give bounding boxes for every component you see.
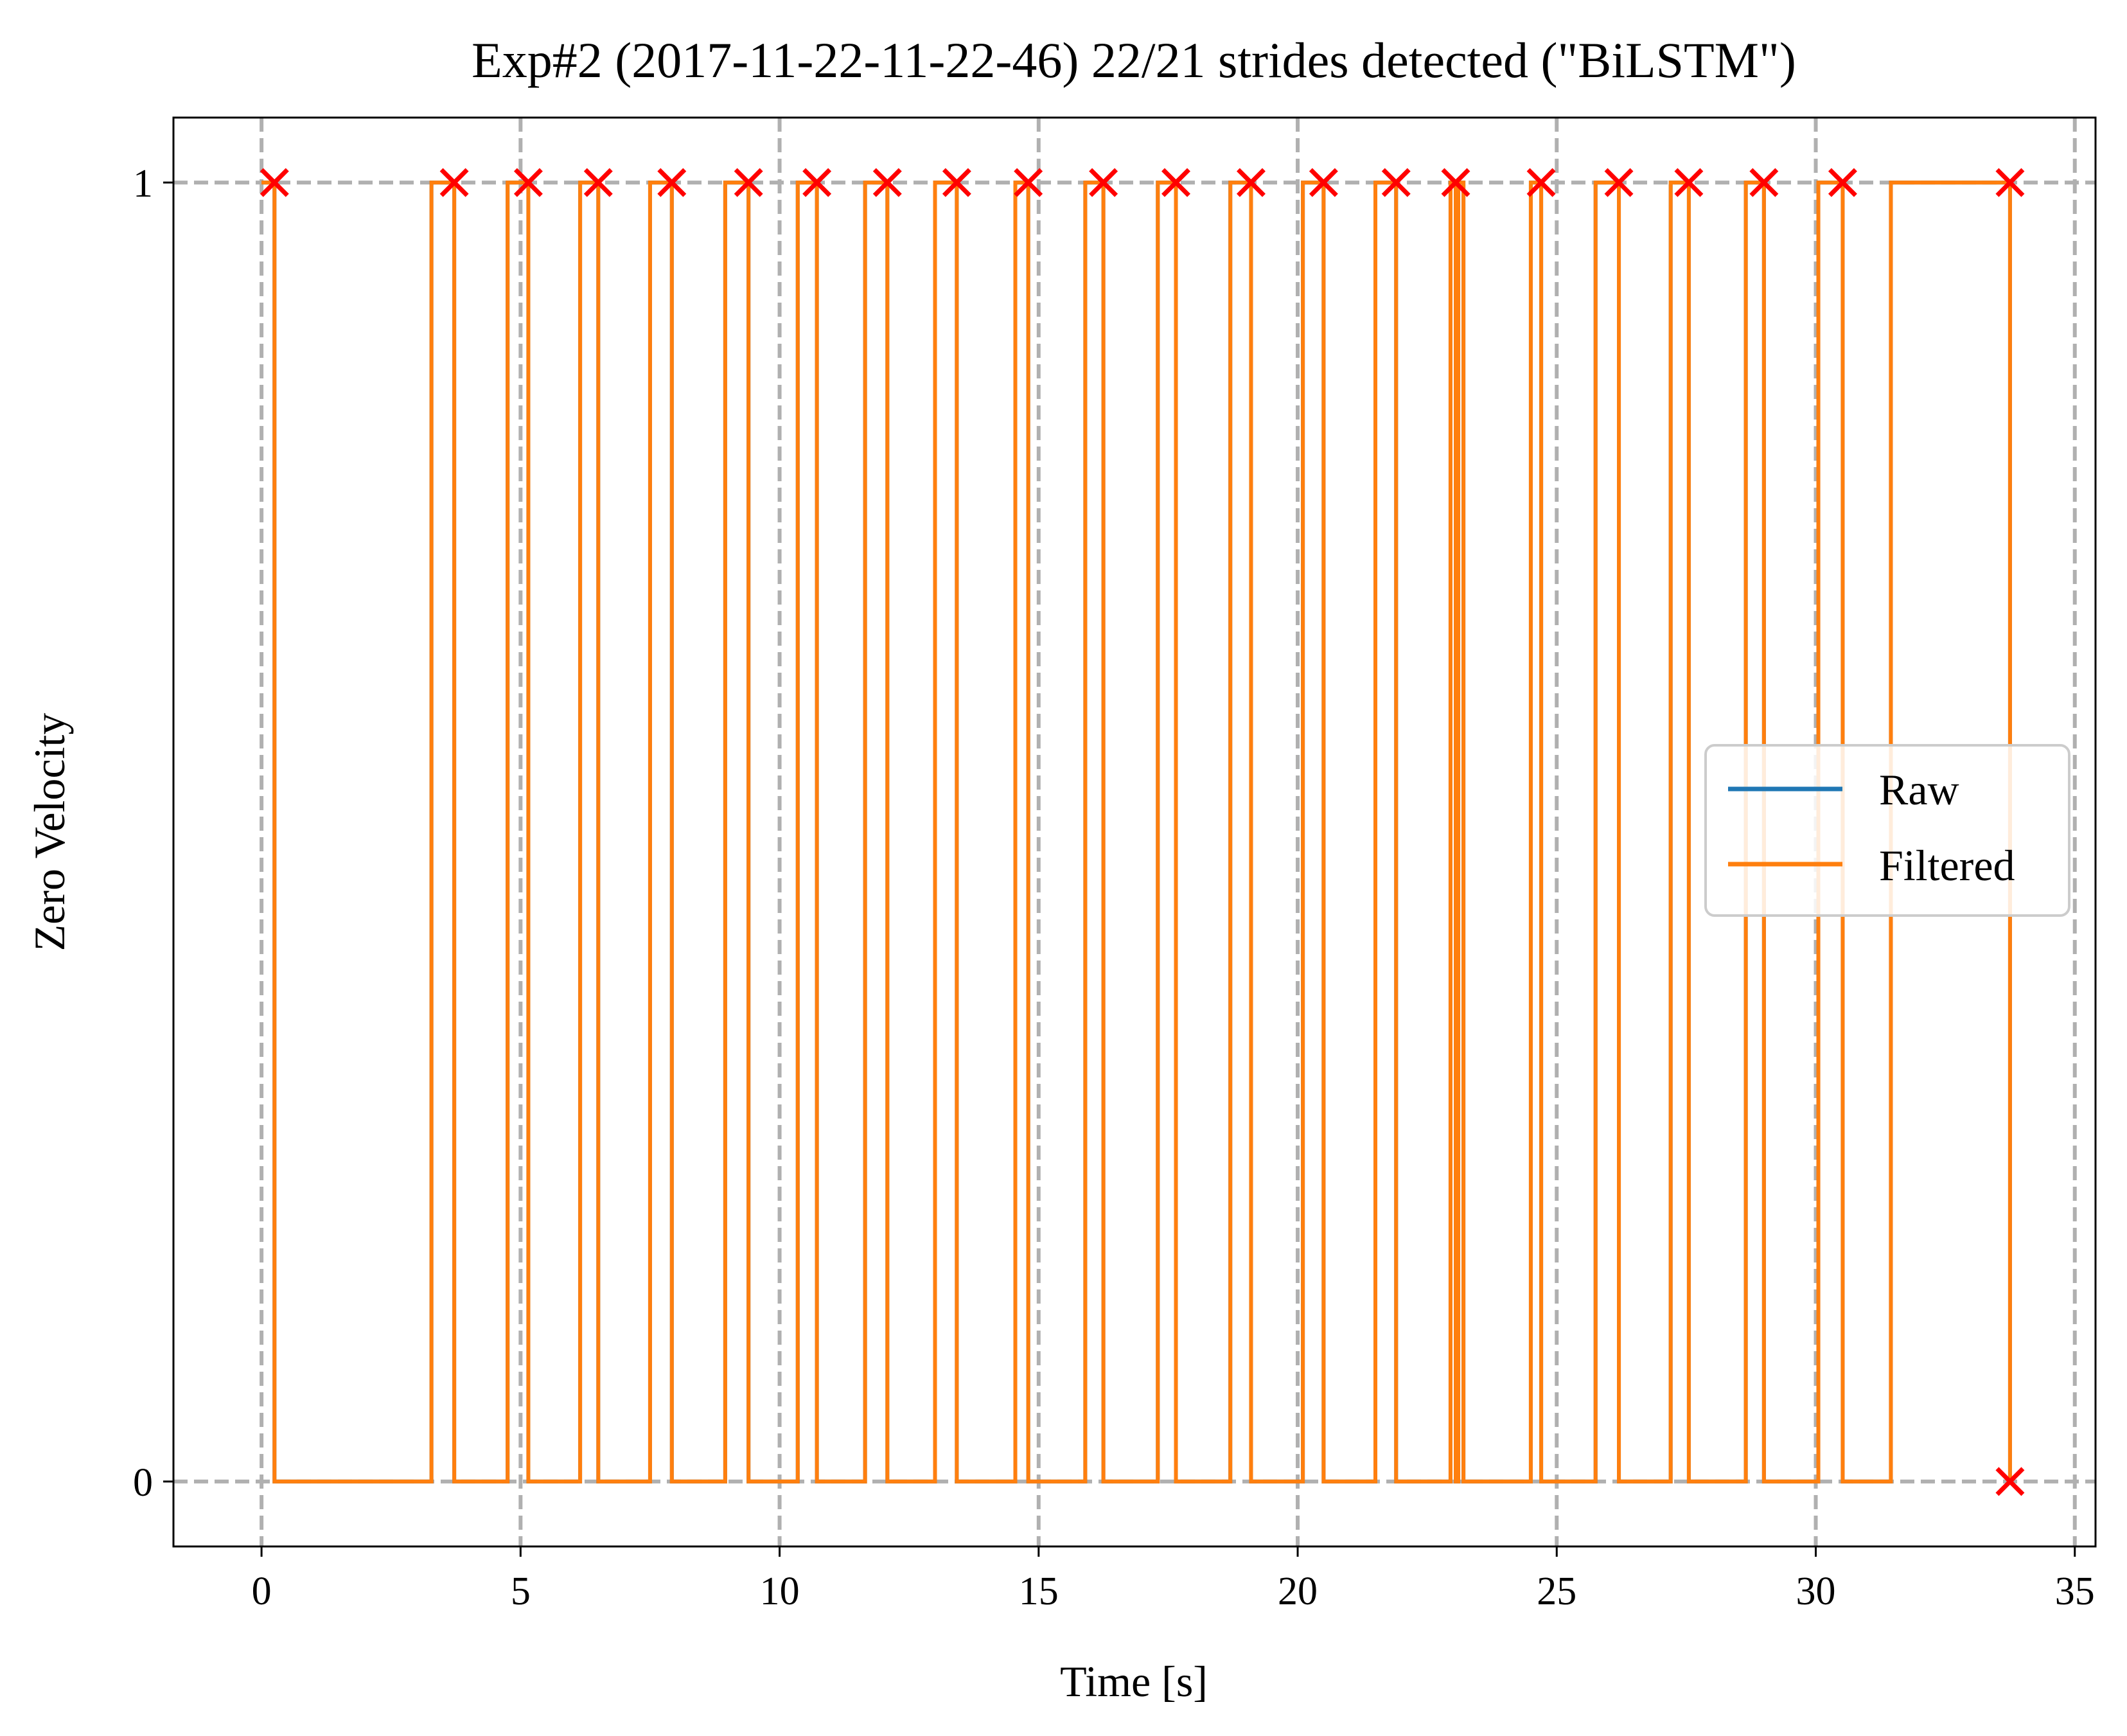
stride-marker-20 xyxy=(1828,168,1857,197)
stride-marker-7 xyxy=(872,168,902,197)
x-tick-label-1: 5 xyxy=(511,1570,531,1613)
stride-marker-10 xyxy=(1089,168,1118,197)
stride-marker-11 xyxy=(1161,168,1190,197)
x-tick-label-0: 0 xyxy=(252,1570,272,1613)
stride-marker-4 xyxy=(657,168,687,197)
legend-filtered-label: Filtered xyxy=(1879,841,2015,890)
y-tick-label-1: 1 xyxy=(133,162,153,206)
stride-marker-6 xyxy=(802,168,832,197)
series-line-filtered xyxy=(261,181,2013,1484)
stride-marker-13 xyxy=(1309,168,1338,197)
y-axis-label: Zero Velocity xyxy=(25,713,74,952)
stride-marker-22 xyxy=(1995,1467,2025,1496)
chart-title: Exp#2 (2017-11-22-11-22-46) 22/21 stride… xyxy=(472,32,1796,88)
stride-marker-16 xyxy=(1526,168,1556,197)
x-tick-label-4: 20 xyxy=(1278,1570,1318,1613)
stride-marker-3 xyxy=(583,168,613,197)
x-tick-label-3: 15 xyxy=(1019,1570,1059,1613)
stride-marker-9 xyxy=(1014,168,1043,197)
stride-marker-0 xyxy=(260,168,289,197)
y-tick-label-0: 0 xyxy=(133,1461,153,1505)
stride-marker-5 xyxy=(734,168,763,197)
x-tick-label-2: 10 xyxy=(760,1570,800,1613)
stride-marker-2 xyxy=(513,168,543,197)
legend-raw-label: Raw xyxy=(1879,765,1959,814)
series-layer xyxy=(261,181,2013,1484)
stride-marker-21 xyxy=(1995,168,2025,197)
stride-marker-1 xyxy=(439,168,469,197)
x-axis-label: Time [s] xyxy=(1060,1657,1208,1706)
stride-marker-12 xyxy=(1236,168,1266,197)
stride-marker-15 xyxy=(1441,168,1470,197)
stride-marker-17 xyxy=(1604,168,1634,197)
axis-ticks: 0 5 10 15 20 25 30 35 0 1 xyxy=(133,162,2095,1613)
stride-marker-19 xyxy=(1749,168,1779,197)
legend: Raw Filtered xyxy=(1704,744,2070,917)
stride-marker-8 xyxy=(942,168,971,197)
stride-marker-14 xyxy=(1381,168,1411,197)
x-tick-label-7: 35 xyxy=(2055,1570,2095,1613)
plot-frame xyxy=(172,116,2097,1548)
x-tick-label-6: 30 xyxy=(1796,1570,1836,1613)
x-tick-label-5: 25 xyxy=(1537,1570,1576,1613)
stride-markers xyxy=(260,168,2025,1496)
stride-marker-18 xyxy=(1674,168,1704,197)
